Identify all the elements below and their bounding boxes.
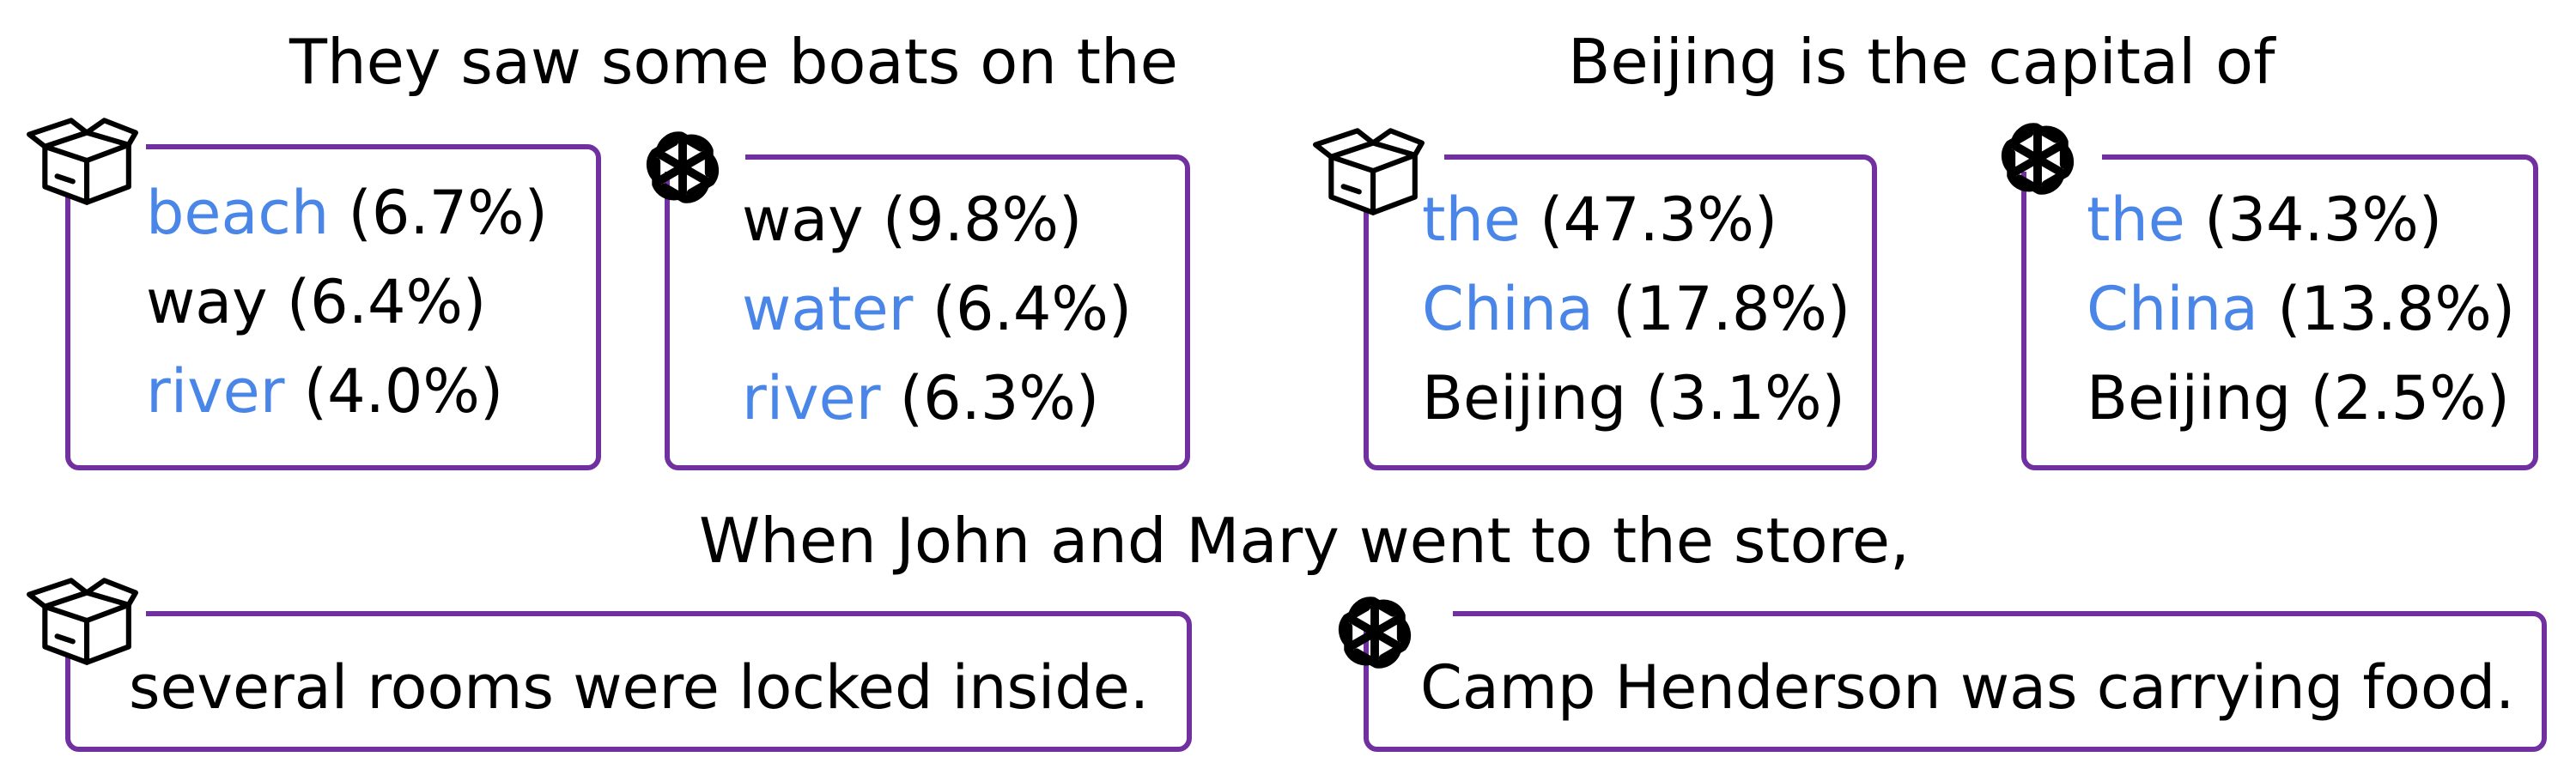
prediction-item: water (6.4%) [742,274,1133,344]
small-model-box-beijing [1364,154,1877,470]
gpt-model-box-store [1364,611,2547,752]
prediction-item: Beijing (3.1%) [1422,363,1845,433]
prediction-item: China (17.8%) [1422,274,1851,344]
prediction-item: the (47.3%) [1422,185,1778,255]
prediction-item: the (34.3%) [2087,185,2443,255]
openai-logo-icon [1327,585,1422,680]
continuation-gpt-store: Camp Henderson was carrying food. [1420,652,2515,723]
open-box-icon [26,570,139,666]
prediction-item: river (6.3%) [742,363,1100,433]
open-box-icon [1312,120,1425,216]
small-model-box-store [65,611,1192,752]
prediction-item: river (4.0%) [146,356,504,427]
prompt-store: When John and Mary went to the store, [699,505,1910,577]
prediction-list-gpt-beijing: the (34.3%) China (13.8%) Beijing (2.5%) [2087,175,2515,443]
prediction-list-small-beijing: the (47.3%) China (17.8%) Beijing (3.1%) [1422,175,1850,443]
open-box-icon [26,110,139,206]
continuation-small-store: several rooms were locked inside. [129,652,1150,723]
prompt-beijing: Beijing is the capital of [1568,26,2275,98]
prediction-list-gpt-boats: way (9.8%) water (6.4%) river (6.3%) [742,175,1132,443]
prediction-item: China (13.8%) [2087,274,2516,344]
prediction-item: Beijing (2.5%) [2087,363,2510,433]
prediction-item: way (6.4%) [146,267,487,337]
small-model-box-boats [65,144,601,470]
prediction-list-small-boats: beach (6.7%) way (6.4%) river (4.0%) [146,168,548,436]
prompt-boats: They saw some boats on the [289,26,1178,98]
prediction-item: beach (6.7%) [146,178,548,248]
gpt-model-box-boats [665,154,1190,470]
gpt-model-box-beijing [2021,154,2538,470]
prediction-item: way (9.8%) [742,185,1083,255]
openai-logo-icon [635,120,730,215]
openai-logo-icon [1990,112,2085,206]
